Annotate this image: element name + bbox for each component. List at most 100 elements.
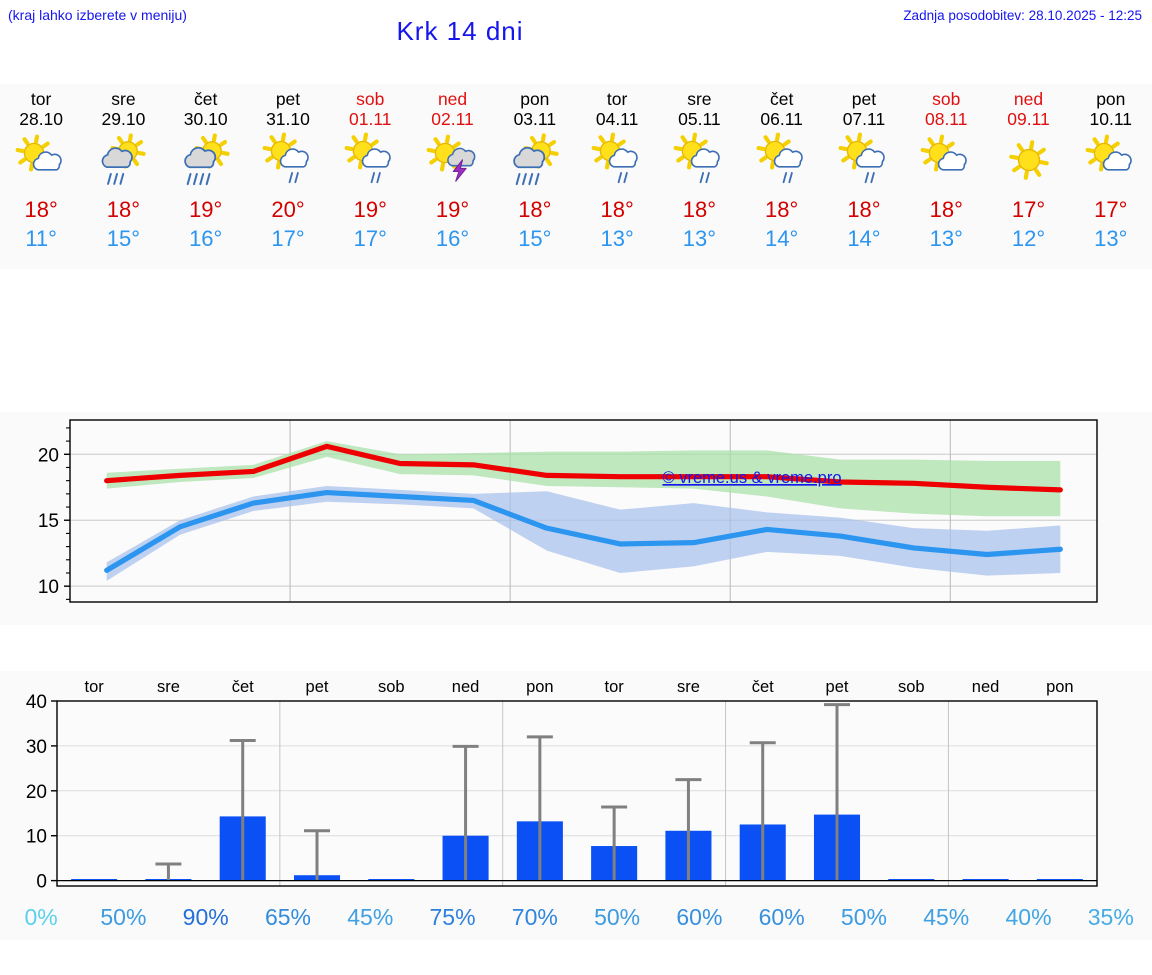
day-date: 29.10 xyxy=(101,109,146,129)
precipitation-probability: 45% xyxy=(923,904,970,930)
temperature-min: 17° xyxy=(353,226,387,251)
svg-text:30: 30 xyxy=(26,737,47,758)
day-date: 28.10 xyxy=(19,109,64,129)
precipitation-day-label: pet xyxy=(306,678,329,696)
sun-cloud-thunder-icon xyxy=(422,131,484,193)
svg-text:40: 40 xyxy=(26,692,47,713)
temperature-max: 18° xyxy=(106,197,141,222)
day-column[interactable]: ned 02.11 19° 16° xyxy=(411,84,493,269)
precipitation-day-label: ned xyxy=(972,678,1000,696)
sun-cloud-rain-heavy-icon xyxy=(504,131,566,193)
day-column[interactable]: sob 01.11 19° 17° xyxy=(329,84,411,269)
precipitation-day-label: pon xyxy=(1046,678,1074,696)
temperature-min: 15° xyxy=(518,226,552,251)
temperature-max: 17° xyxy=(1011,197,1046,222)
temperature-max: 18° xyxy=(600,197,634,222)
sun-cloud-rain-light-icon xyxy=(833,131,895,193)
temperature-min: 14° xyxy=(765,226,799,251)
temperature-min: 13° xyxy=(1094,226,1128,251)
day-of-week: sre xyxy=(687,89,712,109)
temperature-min: 17° xyxy=(271,226,305,251)
sun-cloud-icon xyxy=(10,131,72,193)
sun-cloud-icon xyxy=(915,131,977,193)
precipitation-probability: 0% xyxy=(24,904,58,930)
day-date: 08.11 xyxy=(924,109,968,129)
watermark: © vreme.us & vreme.pro xyxy=(662,469,841,487)
sun-cloud-rain-light-icon xyxy=(586,131,648,193)
day-of-week: ned xyxy=(437,89,468,109)
precipitation-day-label: sob xyxy=(898,678,925,696)
day-of-week: čet xyxy=(194,89,218,109)
day-date: 01.11 xyxy=(349,109,392,129)
page-title: Krk 14 dni xyxy=(396,16,524,46)
precipitation-day-label: sre xyxy=(677,678,700,696)
precipitation-probability: 40% xyxy=(1005,904,1052,930)
precipitation-probability: 45% xyxy=(347,904,394,930)
precipitation-probability: 60% xyxy=(676,904,723,930)
day-date: 04.11 xyxy=(595,109,639,129)
temperature-max: 19° xyxy=(353,197,387,222)
day-column[interactable]: pet 07.11 18° 14° xyxy=(823,84,905,269)
precipitation-day-label: pon xyxy=(526,678,554,696)
precipitation-day-label: pet xyxy=(826,678,849,696)
day-of-week: sob xyxy=(356,89,385,109)
day-column[interactable]: tor 04.11 18° 13° xyxy=(576,84,658,269)
precipitation-probability: 60% xyxy=(758,904,805,930)
precipitation-day-label: čet xyxy=(752,678,774,696)
last-updated: Zadnja posodobitev: 28.10.2025 - 12:25 xyxy=(903,8,1142,23)
day-of-week: čet xyxy=(769,89,794,109)
day-of-week: pet xyxy=(275,89,301,109)
day-column[interactable]: sre 05.11 18° 13° xyxy=(658,84,740,269)
temperature-max: 19° xyxy=(435,197,470,222)
day-column[interactable]: čet 06.11 18° 14° xyxy=(741,84,823,269)
day-of-week: tor xyxy=(30,89,52,109)
temperature-max: 18° xyxy=(682,197,717,222)
day-of-week: pon xyxy=(1096,89,1126,109)
sun-cloud-rain-light-icon xyxy=(339,131,401,193)
precipitation-probability: 50% xyxy=(840,904,887,930)
precipitation-day-label: čet xyxy=(232,678,254,696)
day-date: 02.11 xyxy=(431,109,474,129)
sun-cloud-icon xyxy=(1080,131,1142,193)
day-date: 07.11 xyxy=(842,109,886,129)
sun-cloud-rain-light-icon xyxy=(751,131,813,193)
day-date: 09.11 xyxy=(1007,109,1050,129)
day-of-week: pet xyxy=(851,89,877,109)
temperature-max: 20° xyxy=(271,197,305,222)
menu-hint: (kraj lahko izberete v meniju) xyxy=(8,7,187,23)
temperature-max: 18° xyxy=(518,197,552,222)
temperature-min: 13° xyxy=(600,226,634,251)
svg-text:10: 10 xyxy=(38,577,59,598)
day-column[interactable]: tor 28.10 18° 11° xyxy=(0,84,82,269)
temperature-min: 13° xyxy=(929,226,963,251)
day-column[interactable]: pon 03.11 18° 15° xyxy=(494,84,576,269)
precipitation-probability: 65% xyxy=(264,904,311,930)
day-of-week: sob xyxy=(932,89,961,109)
day-column[interactable]: pon 10.11 17° 13° xyxy=(1070,84,1152,269)
day-column[interactable]: sre 29.10 18° 15° xyxy=(82,84,164,269)
precipitation-probability: 50% xyxy=(100,904,147,930)
svg-text:15: 15 xyxy=(38,511,59,532)
day-of-week: tor xyxy=(606,89,628,109)
day-of-week: pon xyxy=(520,89,550,109)
precipitation-probability: 75% xyxy=(429,904,476,930)
day-of-week: sre xyxy=(111,89,136,109)
sun-icon xyxy=(998,131,1060,193)
day-column[interactable]: ned 09.11 17° 12° xyxy=(987,84,1069,269)
day-column[interactable]: pet 31.10 20° 17° xyxy=(247,84,329,269)
day-column[interactable]: čet 30.10 19° 16° xyxy=(165,84,247,269)
sun-cloud-rain-heavy-icon xyxy=(175,131,237,193)
temperature-min: 16° xyxy=(189,226,223,251)
temperature-max: 19° xyxy=(189,197,223,222)
temperature-min: 11° xyxy=(25,226,57,251)
temperature-max: 18° xyxy=(847,197,881,222)
day-column[interactable]: sob 08.11 18° 13° xyxy=(905,84,987,269)
temperature-min: 14° xyxy=(847,226,881,251)
precipitation-day-label: sre xyxy=(157,678,180,696)
precipitation-day-label: ned xyxy=(452,678,480,696)
precipitation-probability: 70% xyxy=(511,904,558,930)
precipitation-probability: 50% xyxy=(594,904,641,930)
temperature-min: 15° xyxy=(106,226,141,251)
svg-text:20: 20 xyxy=(38,445,59,466)
sun-cloud-rain-light-icon xyxy=(257,131,319,193)
